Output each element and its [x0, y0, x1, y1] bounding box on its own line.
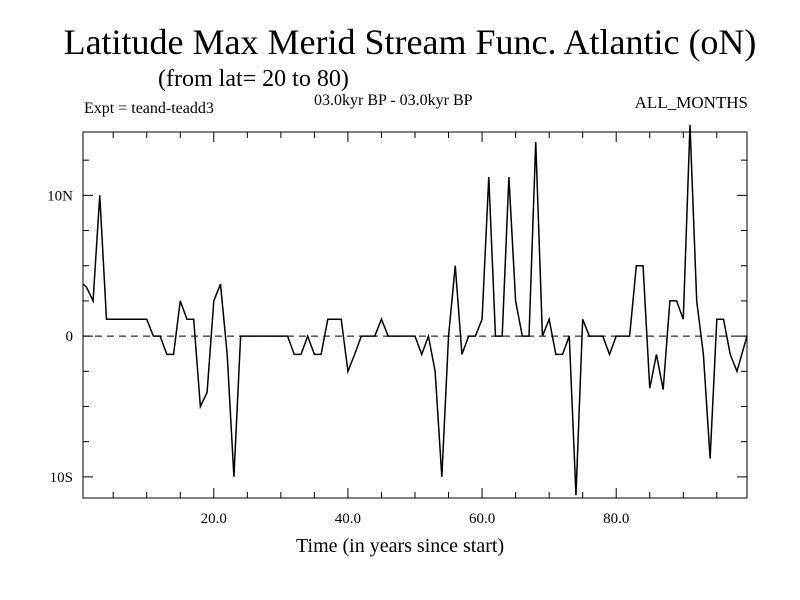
y-tick-label: 10N: [47, 188, 73, 204]
x-tick-label: 20.0: [201, 511, 227, 527]
x-tick-label: 80.0: [603, 511, 629, 527]
period-label: 03.0kyr BP - 03.0kyr BP: [314, 92, 473, 109]
months-label: ALL_MONTHS: [634, 93, 748, 112]
x-tick-label: 60.0: [469, 511, 495, 527]
chart-title: Latitude Max Merid Stream Func. Atlantic…: [63, 22, 757, 62]
y-tick-label: 0: [66, 329, 74, 345]
plot-frame: [82, 131, 748, 499]
chart-subtitle: (from lat= 20 to 80): [158, 66, 349, 92]
experiment-label: Expt = teand-teadd3: [84, 100, 214, 117]
x-axis-title: Time (in years since start): [296, 535, 505, 557]
data-series-line: [82, 124, 748, 496]
y-tick-label: 10S: [50, 470, 73, 486]
x-tick-label: 40.0: [335, 511, 361, 527]
